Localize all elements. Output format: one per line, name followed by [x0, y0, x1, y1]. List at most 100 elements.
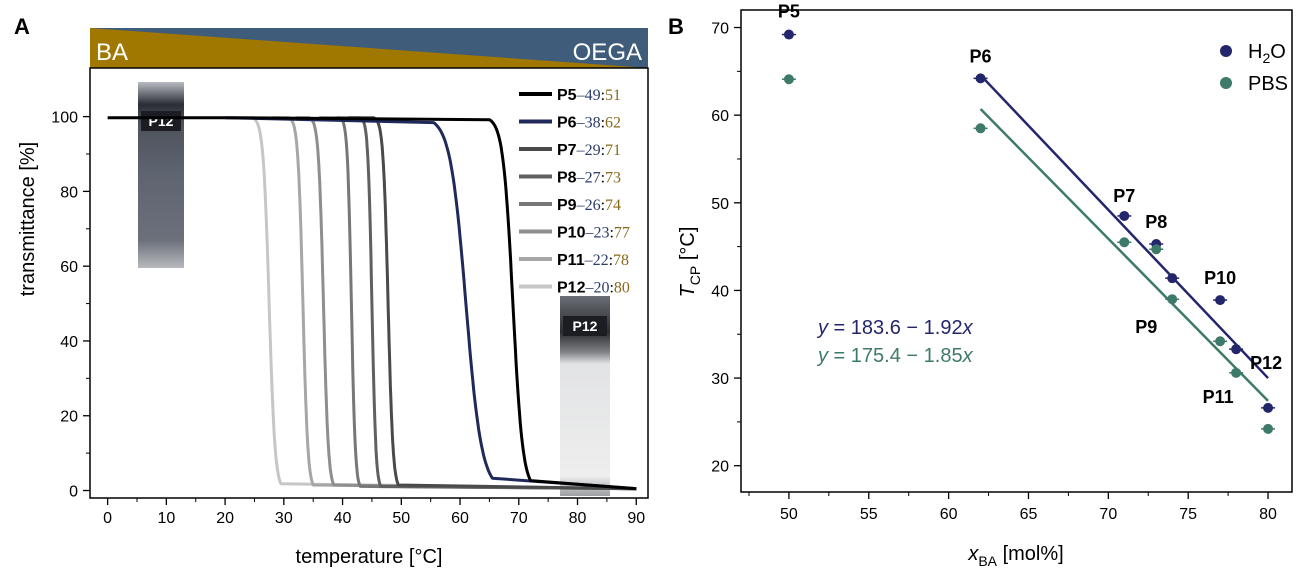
equation-x: x [962, 345, 974, 367]
fit-line-pbs [981, 109, 1268, 401]
legend-label-main: PBS [1248, 73, 1288, 95]
x-tick-label: 80 [1259, 506, 1277, 523]
point-pbs [1167, 294, 1177, 304]
y-tick-label: 70 [711, 21, 729, 38]
legend-name: P11 [557, 252, 585, 269]
panel-b: B P5 P6 P7 P8 P9 P10 P11 P12 50 55 60 65 70 75 80 20 30… [668, 2, 1292, 569]
point-h2o [1167, 273, 1177, 283]
panel-a: A BA OEGA P12 P12 0 10 20 30 40 50 60 70 80 90 0 20… [14, 14, 648, 568]
legend-entry-p8: P8–27:73 [557, 170, 621, 187]
x-tick-label: 75 [1179, 506, 1197, 523]
x-tick-label: 50 [780, 506, 798, 523]
point-label-p12: P12 [1250, 353, 1282, 373]
y-tick-label: 100 [51, 110, 78, 127]
cuvette-photo-turbid: P12 [560, 296, 610, 496]
panel-b-plot-frame [741, 10, 1292, 492]
y-tick-label: 60 [60, 259, 78, 276]
legend-ratio-oega: 71 [605, 142, 621, 159]
point-h2o [1119, 211, 1129, 221]
legend-entry-p7: P7–29:71 [557, 142, 621, 159]
legend-ratio-oega: 51 [605, 87, 621, 104]
point-pbs [1151, 244, 1161, 254]
x-label-sub: BA [978, 553, 997, 569]
panel-a-legend: P5–49:51P6–38:62P7–29:71P8–27:73P9–26:74… [519, 87, 630, 297]
legend-marker-pbs [1220, 77, 1232, 89]
legend-ratio-ba: –29 [576, 142, 601, 159]
y-tick-label: 20 [60, 409, 78, 426]
legend-label-h2o: H2O [1248, 41, 1286, 66]
legend-label-tail: O [1270, 41, 1286, 63]
point-label-p6: P6 [970, 46, 992, 66]
panel-b-legend: H2O PBS [1220, 41, 1288, 95]
legend-ratio-oega: 80 [614, 280, 630, 297]
legend-ratio-oega: 78 [613, 252, 629, 269]
banner-right-label: OEGA [573, 39, 642, 66]
y-tick-label: 30 [711, 371, 729, 388]
y-tick-label: 40 [711, 283, 729, 300]
x-tick-label: 60 [451, 510, 469, 527]
panel-a-y-axis-label: transmittance [%] [17, 142, 39, 297]
legend-entry-p12: P12–20:80 [557, 280, 630, 297]
legend-entry-p5: P5–49:51 [557, 87, 621, 104]
legend-ratio-ba: –20 [584, 280, 609, 297]
point-pbs [1215, 336, 1225, 346]
fit-line-h2o [981, 75, 1268, 378]
legend-ratio-ba: –22 [584, 252, 609, 269]
legend-ratio-oega: 77 [614, 225, 630, 242]
x-tick-label: 60 [940, 506, 958, 523]
x-tick-label: 70 [510, 510, 528, 527]
panel-b-x-axis-label: xBA [mol%] [967, 543, 1063, 569]
equation-pbs: y = 175.4 − 1.85x [816, 345, 974, 367]
cuvette-photo-clear: P12 [138, 82, 184, 268]
legend-entry-p11: P11–22:78 [557, 252, 629, 269]
legend-name: P8 [557, 170, 577, 187]
legend-name: P7 [557, 142, 577, 159]
y-tick-label: 60 [711, 108, 729, 125]
legend-ratio-ba: –27 [576, 170, 601, 187]
point-h2o [1215, 295, 1225, 305]
x-tick-label: 70 [1099, 506, 1117, 523]
legend-ratio-oega: 73 [605, 170, 621, 187]
legend-ratio-ba: –23 [584, 225, 609, 242]
y-tick-label: 50 [711, 196, 729, 213]
panel-b-y-axis-label: TCP [°C] [677, 227, 703, 298]
banner-left-label: BA [96, 39, 128, 66]
x-tick-label: 80 [569, 510, 587, 527]
equation-body: = 183.6 − 1.92 [828, 317, 963, 339]
point-label-p10: P10 [1204, 268, 1236, 288]
legend-label-main: H [1248, 41, 1262, 63]
cuvette-clear-image [138, 82, 184, 268]
x-tick-label: 65 [1020, 506, 1038, 523]
equation-h2o: y = 183.6 − 1.92x [816, 317, 974, 339]
legend-name: P12 [557, 280, 586, 297]
y-tick-label: 40 [60, 334, 78, 351]
x-tick-label: 10 [157, 510, 175, 527]
panel-a-letter: A [14, 14, 30, 39]
y-tick-label: 80 [60, 184, 78, 201]
data-points [782, 30, 1275, 434]
svg-text:TCP [°C]: TCP [°C] [677, 227, 703, 298]
ba-oega-banner: BA OEGA [90, 28, 648, 68]
panel-b-axes: 50 55 60 65 70 75 80 20 30 40 50 60 70 [711, 21, 1277, 523]
legend-label-pbs: PBS [1248, 73, 1288, 95]
legend-marker-h2o [1220, 45, 1232, 57]
x-tick-label: 40 [334, 510, 352, 527]
point-h2o [976, 73, 986, 83]
point-pbs [1119, 237, 1129, 247]
y-tick-label: 20 [711, 459, 729, 476]
x-tick-label: 30 [275, 510, 293, 527]
point-pbs [1231, 368, 1241, 378]
y-label-sub: CP [687, 266, 703, 285]
y-tick-label: 0 [69, 484, 78, 501]
legend-label-sub: 2 [1262, 50, 1270, 66]
x-tick-label: 20 [216, 510, 234, 527]
legend-ratio-ba: –38 [576, 115, 601, 132]
y-label-unit: [°C] [677, 227, 699, 261]
legend-ratio-ba: –26 [576, 197, 601, 214]
legend-ratio-oega: 62 [605, 115, 621, 132]
legend-ratio-oega: 74 [605, 197, 621, 214]
legend-name: P10 [557, 225, 586, 242]
x-tick-label: 55 [860, 506, 878, 523]
legend-name: P5 [557, 87, 577, 104]
